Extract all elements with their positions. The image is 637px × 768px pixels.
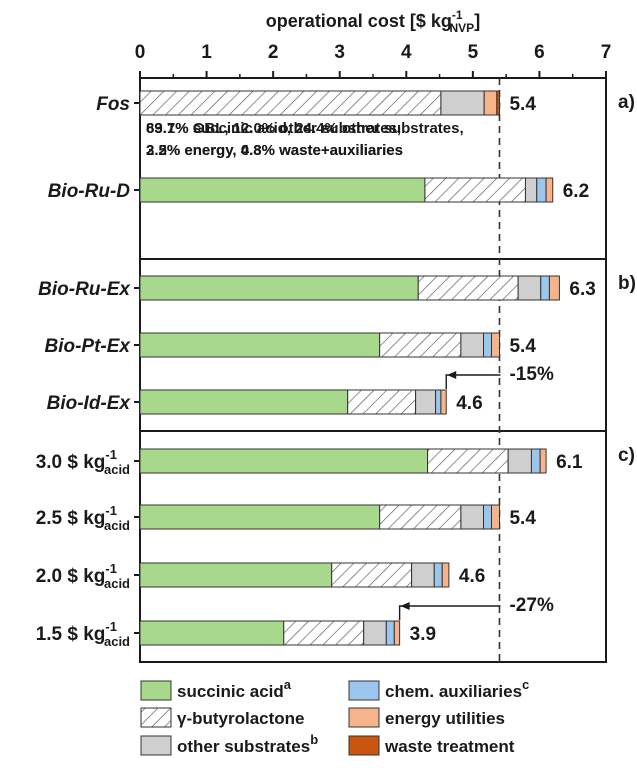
legend-label: succinic acida: [177, 677, 292, 701]
x-tick-label: 5: [468, 42, 479, 63]
reduction-arrow: [445, 374, 501, 389]
total-label: 4.6: [459, 566, 485, 587]
bar-segment: [363, 620, 387, 646]
total-label: 3.9: [410, 624, 436, 645]
bar-segment: [496, 90, 500, 116]
legend-swatch: [348, 735, 380, 756]
reduction-label: -27%: [509, 595, 553, 616]
panel-label: b): [618, 273, 636, 294]
bar-segment: [507, 448, 532, 474]
x-tick-label: 0: [135, 42, 146, 63]
total-label: 5.4: [509, 336, 536, 357]
total-label: 6.3: [569, 279, 595, 300]
composition-note: 3.5% energy, 0.8% waste+auxiliaries: [146, 142, 403, 159]
bar-segment: [524, 177, 538, 203]
bar-segment: [393, 620, 401, 646]
bar-segment: [540, 275, 550, 301]
legend-label: other substratesb: [177, 732, 318, 756]
bar-segment: [483, 90, 498, 116]
x-tick-label: 2: [268, 42, 279, 63]
bar-segment: [139, 90, 442, 116]
bar-segment: [424, 177, 526, 203]
legend-label: energy utilities: [385, 709, 505, 728]
x-tick-label: 6: [534, 42, 545, 63]
plot-frame: [139, 77, 607, 663]
bar-segment: [415, 389, 437, 415]
bar-segment: [379, 332, 462, 358]
bar-segment: [441, 562, 450, 588]
panel-label: a): [618, 92, 635, 113]
reduction-arrow: [398, 605, 501, 620]
bar-segment: [483, 504, 492, 530]
bar-segment: [440, 90, 485, 116]
x-tick-label: 1: [201, 42, 212, 63]
arrow-head: [400, 602, 410, 610]
composition-note: 2.2% energy, 4.3% waste+auxiliaries: [146, 142, 403, 159]
row-label: 2.0 $ kg-1 acid: [36, 561, 130, 591]
bar-segment: [331, 562, 413, 588]
bar-segment: [427, 448, 509, 474]
bar-segment: [490, 504, 500, 530]
bar-segment: [548, 275, 560, 301]
bar-segment: [139, 332, 381, 358]
row-label: 1.5 $ kg-1 acid: [36, 619, 130, 649]
x-tick-label: 7: [601, 42, 612, 63]
total-label: 5.4: [509, 94, 536, 115]
reduction-label: -15%: [509, 364, 553, 385]
bar-segment: [139, 389, 349, 415]
bar-segment: [379, 504, 462, 530]
composition-note: 69.1% succinic acid, 24.4% other substra…: [146, 120, 464, 137]
legend-swatch: [348, 707, 380, 728]
row-label: Bio-Id-Ex: [47, 393, 132, 414]
bar-segment: [283, 620, 365, 646]
row-label: Fos: [96, 94, 130, 115]
total-label: 4.6: [456, 393, 482, 414]
row-label: Bio-Pt-Ex: [45, 336, 132, 357]
legend-label: γ-butyrolactone: [177, 709, 305, 728]
row-label: Bio-Ru-Ex: [38, 279, 131, 300]
row-label: Bio-Ru-D: [48, 181, 131, 202]
bar-segment: [483, 332, 492, 358]
bar-segment: [440, 389, 447, 415]
bar-segment: [460, 504, 485, 530]
bar-segment: [347, 389, 417, 415]
total-label: 6.2: [563, 181, 589, 202]
panel-label: c): [618, 445, 635, 466]
bar-segment: [490, 332, 500, 358]
x-tick-label: 4: [401, 42, 412, 63]
legend-label: chem. auxiliariesc: [385, 677, 529, 701]
total-label: 6.1: [556, 452, 583, 473]
bar-segment: [517, 275, 542, 301]
bar-segment: [545, 177, 554, 203]
bar-segment: [139, 504, 381, 530]
total-label: 5.4: [509, 508, 536, 529]
legend-swatch: [140, 680, 172, 701]
bar-segment: [435, 389, 442, 415]
legend-swatch: [140, 735, 172, 756]
bar-segment: [460, 332, 485, 358]
bar-segment: [536, 177, 547, 203]
row-label: 2.5 $ kg-1 acid: [36, 503, 130, 533]
legend-swatch: [140, 707, 172, 728]
x-axis-title: operational cost [$ kg-1 NVP]: [266, 8, 480, 35]
bar-segment: [139, 562, 333, 588]
bar-segment: [385, 620, 395, 646]
legend-label: waste treatment: [384, 737, 515, 756]
arrow-head: [447, 371, 457, 379]
bar-segment: [411, 562, 435, 588]
bar-segment: [139, 620, 285, 646]
bar-segment: [539, 448, 547, 474]
bar-segment: [417, 275, 519, 301]
x-tick-label: 3: [334, 42, 345, 63]
bar-segment: [139, 448, 429, 474]
bar-segment: [139, 177, 426, 203]
bar-segment: [433, 562, 443, 588]
bar-segment: [530, 448, 541, 474]
composition-note: 83.7% GBL, 12.0% other substrates,: [146, 120, 401, 137]
bar-segment: [139, 275, 419, 301]
legend-swatch: [348, 680, 380, 701]
row-label: 3.0 $ kg-1 acid: [36, 447, 130, 477]
